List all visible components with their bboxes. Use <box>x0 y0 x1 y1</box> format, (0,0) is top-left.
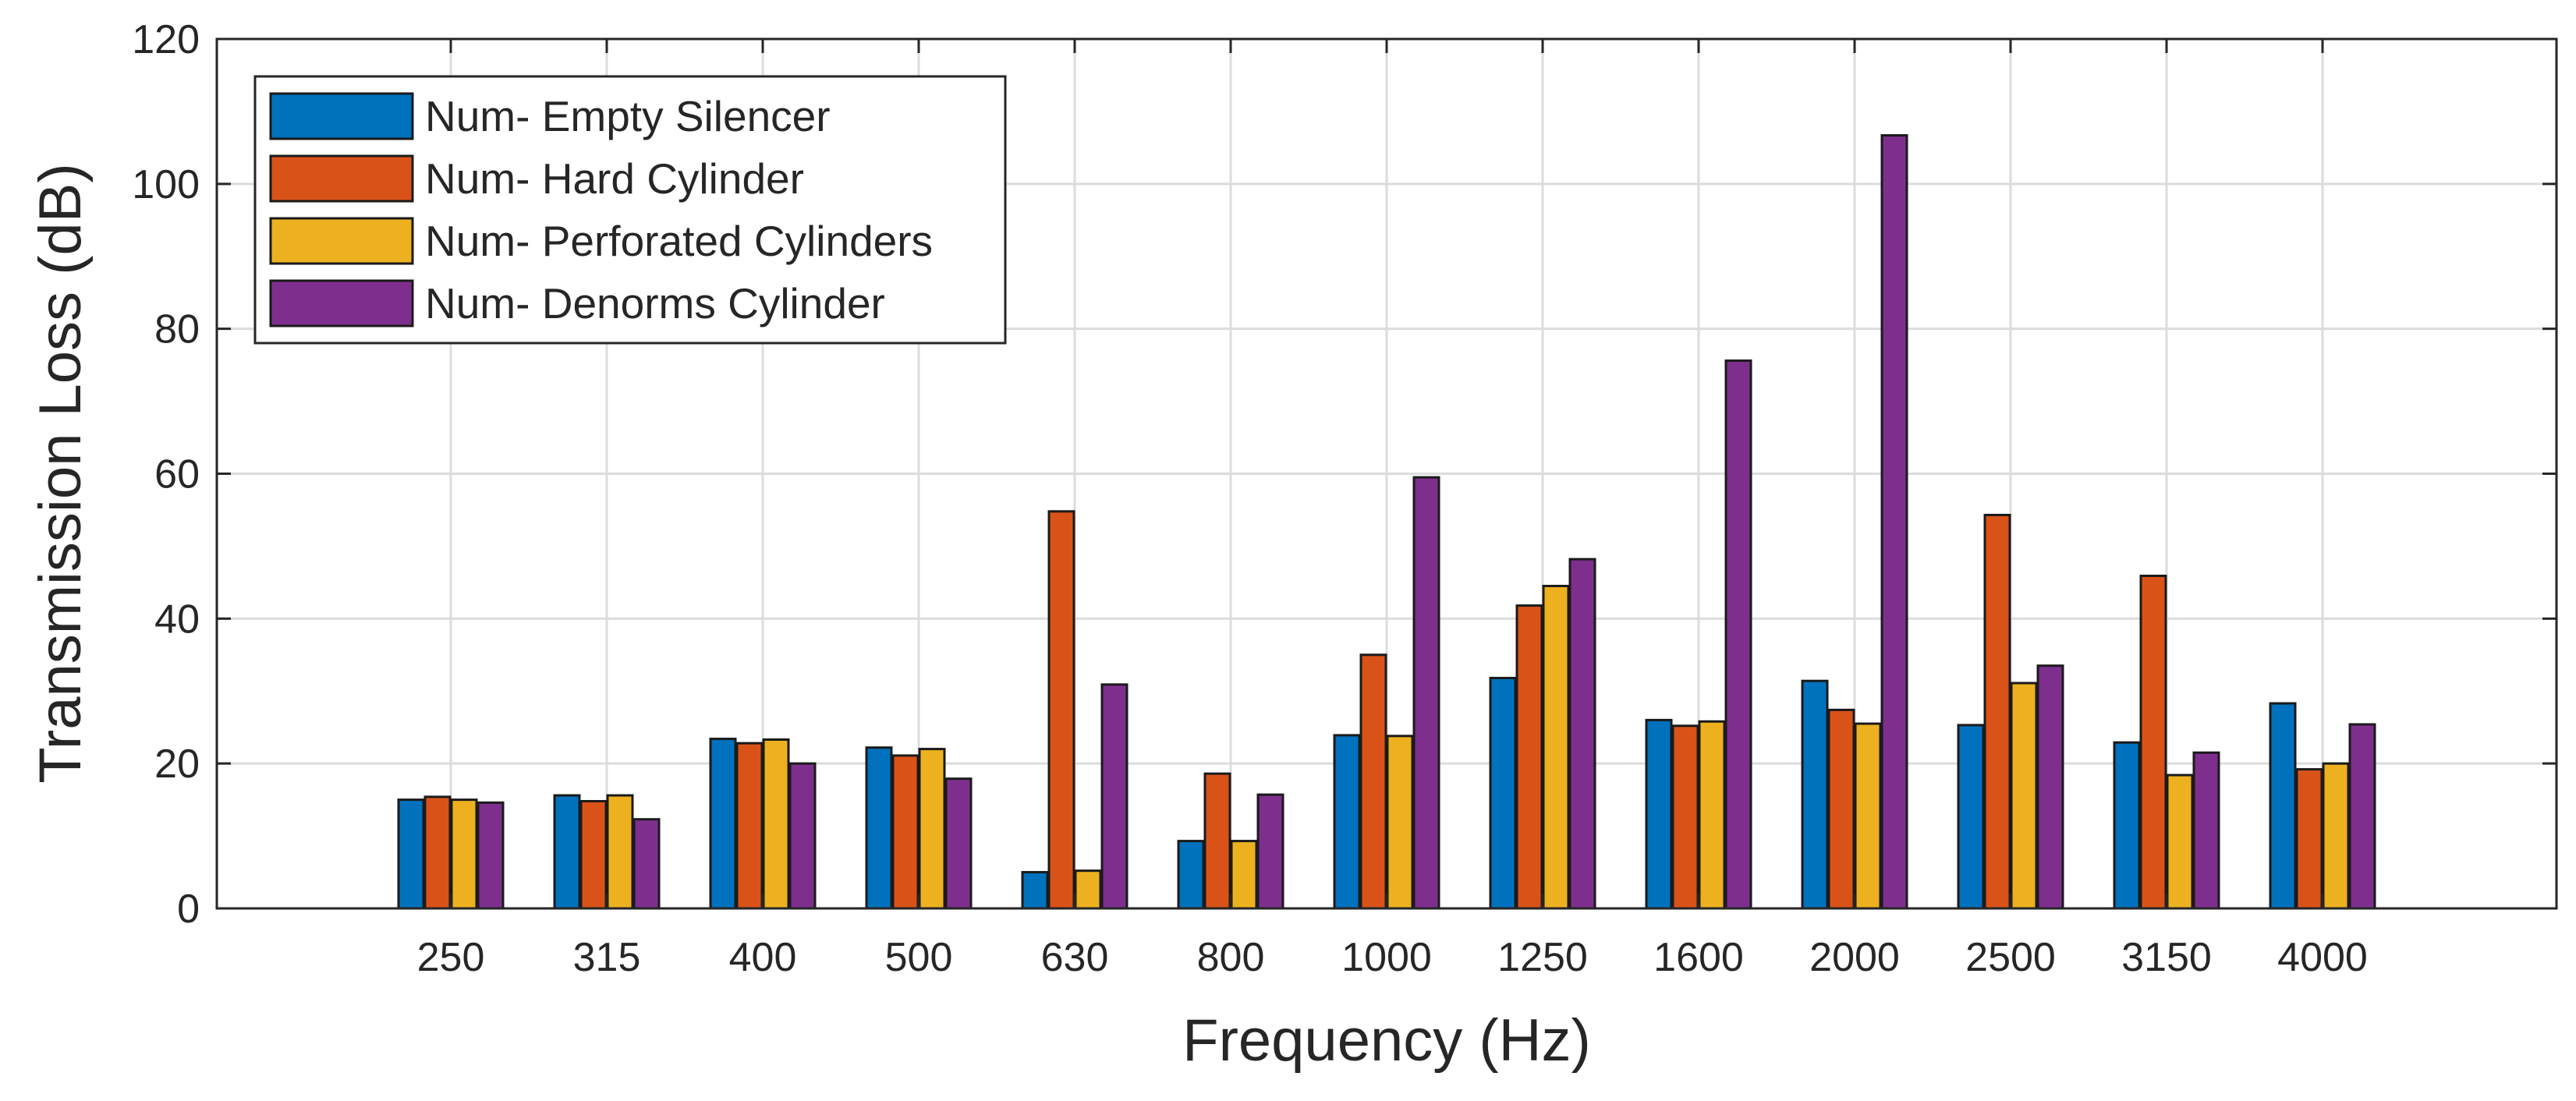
legend-label: Num- Denorms Cylinder <box>425 279 885 327</box>
bar-num-empty-silencer-800 <box>1177 840 1205 910</box>
x-tick-label: 315 <box>573 935 641 980</box>
x-tick-label: 4000 <box>2277 935 2368 980</box>
bar-num-hard-cylinder-1250 <box>1515 604 1543 910</box>
bar-num-hard-cylinder-2000 <box>1827 708 1855 910</box>
bar-num-perforated-cylinders-630 <box>1074 869 1102 910</box>
bar-num-perforated-cylinders-315 <box>606 794 634 910</box>
legend-label: Num- Perforated Cylinders <box>425 217 933 265</box>
bar-num-empty-silencer-1000 <box>1333 734 1361 910</box>
bar-num-perforated-cylinders-1000 <box>1386 735 1414 910</box>
bar-num-empty-silencer-4000 <box>2269 702 2297 910</box>
bar-num-denorms-cylinder-400 <box>788 762 817 910</box>
y-tick-label: 60 <box>154 452 200 497</box>
y-tick-label: 20 <box>154 742 200 787</box>
bar-num-denorms-cylinder-4000 <box>2348 723 2376 910</box>
bar-num-denorms-cylinder-1250 <box>1568 558 1596 910</box>
bar-num-perforated-cylinders-800 <box>1230 840 1258 910</box>
x-axis-title: Frequency (Hz) <box>1182 1007 1591 1074</box>
bar-num-hard-cylinder-400 <box>735 742 764 910</box>
bar-num-perforated-cylinders-1600 <box>1698 720 1726 910</box>
bar-num-denorms-cylinder-500 <box>944 777 973 910</box>
x-tick-label: 500 <box>885 935 953 980</box>
x-tick-label: 1250 <box>1497 935 1588 980</box>
bar-num-hard-cylinder-250 <box>423 795 452 910</box>
bar-num-empty-silencer-500 <box>865 746 893 910</box>
bar-num-hard-cylinder-2500 <box>1983 513 2011 910</box>
bar-num-empty-silencer-1250 <box>1489 677 1517 910</box>
bar-num-hard-cylinder-4000 <box>2295 768 2323 910</box>
bar-num-hard-cylinder-500 <box>891 754 919 910</box>
bar-num-empty-silencer-2000 <box>1801 679 1829 910</box>
x-tick-label: 1000 <box>1341 935 1432 980</box>
legend-label: Num- Hard Cylinder <box>425 154 804 203</box>
bar-num-perforated-cylinders-1250 <box>1542 585 1570 910</box>
bar-num-denorms-cylinder-1000 <box>1412 476 1440 910</box>
x-axis-ticks: 250 315 400 500 630 800 1000 1250 1600 2000 2500 31… <box>417 39 2368 980</box>
bar-num-hard-cylinder-315 <box>579 799 608 910</box>
bar-num-denorms-cylinder-2500 <box>2036 664 2064 910</box>
bar-num-empty-silencer-250 <box>397 798 425 910</box>
bar-num-hard-cylinder-800 <box>1203 772 1231 910</box>
y-tick-label: 120 <box>132 17 200 62</box>
bar-num-denorms-cylinder-1600 <box>1724 359 1752 910</box>
x-tick-label: 250 <box>417 935 485 980</box>
legend-label: Num- Empty Silencer <box>425 92 831 140</box>
x-tick-label: 1600 <box>1653 935 1744 980</box>
bar-num-perforated-cylinders-400 <box>762 738 790 910</box>
bar-num-hard-cylinder-1600 <box>1671 724 1699 910</box>
bar-num-perforated-cylinders-3150 <box>2166 774 2194 910</box>
bar-num-empty-silencer-1600 <box>1645 718 1673 910</box>
y-axis-title: Transmission Loss (dB) <box>27 163 94 783</box>
bar-num-denorms-cylinder-800 <box>1256 793 1284 910</box>
bar-num-empty-silencer-2500 <box>1957 724 1985 910</box>
x-tick-label: 630 <box>1041 935 1109 980</box>
bar-num-empty-silencer-3150 <box>2113 741 2141 910</box>
bar-num-hard-cylinder-630 <box>1047 510 1075 910</box>
bar-num-denorms-cylinder-315 <box>632 818 661 910</box>
bar-num-perforated-cylinders-250 <box>450 798 478 910</box>
y-tick-label: 100 <box>132 162 200 207</box>
legend-swatch <box>269 279 414 327</box>
x-tick-label: 3150 <box>2121 935 2212 980</box>
legend: Num- Empty Silencer Num- Hard Cylinder Num… <box>253 75 1007 345</box>
bar-num-empty-silencer-400 <box>709 738 737 910</box>
legend-swatch <box>269 92 414 140</box>
bar-num-denorms-cylinder-3150 <box>2192 751 2220 910</box>
bar-num-perforated-cylinders-2500 <box>2010 681 2038 910</box>
bar-num-hard-cylinder-3150 <box>2139 575 2167 910</box>
x-tick-label: 800 <box>1197 935 1265 980</box>
bar-num-perforated-cylinders-2000 <box>1854 722 1882 910</box>
x-tick-label: 2500 <box>1965 935 2056 980</box>
y-tick-label: 80 <box>154 307 200 352</box>
bars <box>397 134 2376 910</box>
bar-num-hard-cylinder-1000 <box>1359 653 1387 910</box>
y-axis-ticks: 0 20 40 60 80 100 120 <box>132 17 2557 932</box>
bar-num-denorms-cylinder-2000 <box>1880 134 1908 910</box>
y-tick-label: 40 <box>154 597 200 642</box>
bar-num-perforated-cylinders-500 <box>918 748 946 910</box>
y-tick-label: 0 <box>177 887 200 932</box>
x-tick-label: 2000 <box>1809 935 1900 980</box>
bar-num-denorms-cylinder-630 <box>1100 683 1129 910</box>
legend-swatch <box>269 154 414 203</box>
bar-num-empty-silencer-315 <box>553 794 581 910</box>
legend-swatch <box>269 217 414 265</box>
bar-num-empty-silencer-630 <box>1021 871 1049 910</box>
bar-num-denorms-cylinder-250 <box>477 801 505 910</box>
bar-num-perforated-cylinders-4000 <box>2322 762 2350 910</box>
x-tick-label: 400 <box>729 935 797 980</box>
